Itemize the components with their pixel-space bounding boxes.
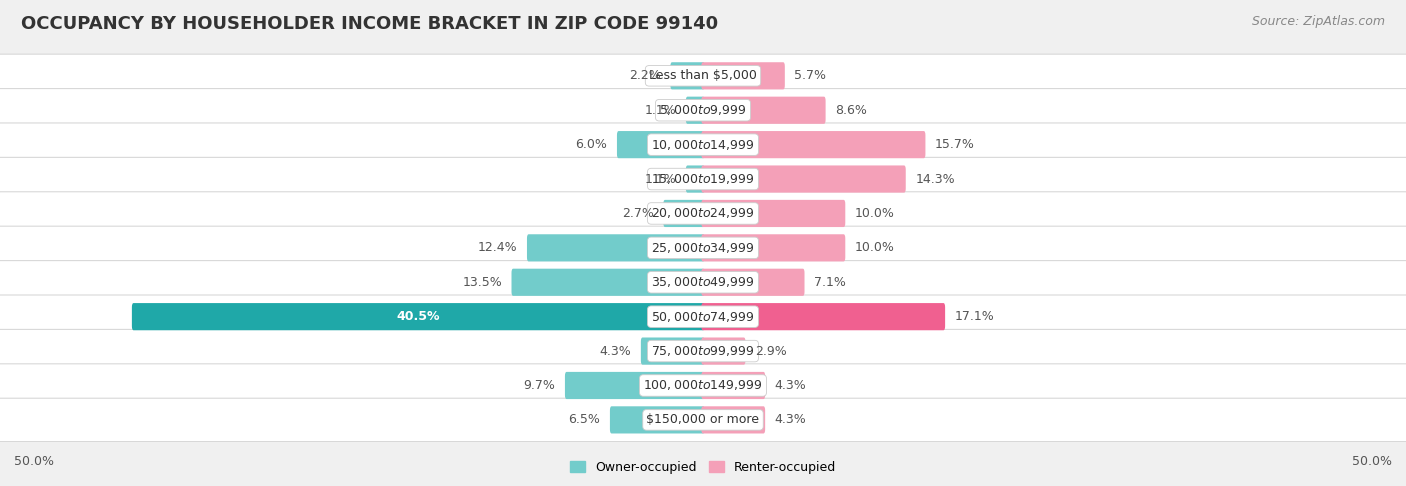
Text: 2.9%: 2.9% (755, 345, 787, 358)
FancyBboxPatch shape (702, 406, 765, 434)
FancyBboxPatch shape (686, 165, 704, 192)
FancyBboxPatch shape (702, 234, 845, 261)
FancyBboxPatch shape (0, 88, 1406, 132)
Text: 14.3%: 14.3% (915, 173, 955, 186)
Text: Source: ZipAtlas.com: Source: ZipAtlas.com (1251, 15, 1385, 28)
Text: 6.0%: 6.0% (575, 138, 607, 151)
Text: 50.0%: 50.0% (14, 455, 53, 468)
Text: 10.0%: 10.0% (855, 242, 894, 254)
Text: 2.2%: 2.2% (628, 69, 661, 82)
FancyBboxPatch shape (0, 226, 1406, 270)
FancyBboxPatch shape (0, 364, 1406, 407)
FancyBboxPatch shape (0, 54, 1406, 98)
FancyBboxPatch shape (664, 200, 704, 227)
Text: 4.3%: 4.3% (775, 414, 807, 426)
Text: 12.4%: 12.4% (478, 242, 517, 254)
Text: $150,000 or more: $150,000 or more (647, 414, 759, 426)
Text: 4.3%: 4.3% (599, 345, 631, 358)
FancyBboxPatch shape (0, 330, 1406, 373)
Text: 10.0%: 10.0% (855, 207, 894, 220)
Text: $100,000 to $149,999: $100,000 to $149,999 (644, 379, 762, 393)
FancyBboxPatch shape (0, 398, 1406, 442)
Legend: Owner-occupied, Renter-occupied: Owner-occupied, Renter-occupied (565, 456, 841, 479)
FancyBboxPatch shape (702, 269, 804, 296)
FancyBboxPatch shape (512, 269, 704, 296)
FancyBboxPatch shape (686, 97, 704, 124)
Text: 7.1%: 7.1% (814, 276, 846, 289)
FancyBboxPatch shape (702, 62, 785, 89)
Text: $50,000 to $74,999: $50,000 to $74,999 (651, 310, 755, 324)
Text: 6.5%: 6.5% (568, 414, 600, 426)
FancyBboxPatch shape (702, 165, 905, 192)
FancyBboxPatch shape (610, 406, 704, 434)
Text: 17.1%: 17.1% (955, 310, 994, 323)
FancyBboxPatch shape (702, 303, 945, 330)
Text: $5,000 to $9,999: $5,000 to $9,999 (659, 103, 747, 117)
FancyBboxPatch shape (132, 303, 704, 330)
FancyBboxPatch shape (702, 337, 745, 364)
Text: 2.7%: 2.7% (621, 207, 654, 220)
FancyBboxPatch shape (702, 97, 825, 124)
Text: 40.5%: 40.5% (396, 310, 440, 323)
FancyBboxPatch shape (0, 192, 1406, 235)
FancyBboxPatch shape (565, 372, 704, 399)
Text: 13.5%: 13.5% (463, 276, 502, 289)
FancyBboxPatch shape (641, 337, 704, 364)
Text: 9.7%: 9.7% (523, 379, 555, 392)
FancyBboxPatch shape (0, 123, 1406, 166)
Text: OCCUPANCY BY HOUSEHOLDER INCOME BRACKET IN ZIP CODE 99140: OCCUPANCY BY HOUSEHOLDER INCOME BRACKET … (21, 15, 718, 33)
Text: $15,000 to $19,999: $15,000 to $19,999 (651, 172, 755, 186)
FancyBboxPatch shape (702, 200, 845, 227)
Text: 1.1%: 1.1% (644, 173, 676, 186)
FancyBboxPatch shape (0, 295, 1406, 338)
Text: 1.1%: 1.1% (644, 104, 676, 117)
FancyBboxPatch shape (617, 131, 704, 158)
Text: $10,000 to $14,999: $10,000 to $14,999 (651, 138, 755, 152)
Text: 4.3%: 4.3% (775, 379, 807, 392)
FancyBboxPatch shape (702, 131, 925, 158)
Text: 50.0%: 50.0% (1353, 455, 1392, 468)
FancyBboxPatch shape (702, 372, 765, 399)
FancyBboxPatch shape (527, 234, 704, 261)
Text: 8.6%: 8.6% (835, 104, 868, 117)
Text: 15.7%: 15.7% (935, 138, 974, 151)
Text: $75,000 to $99,999: $75,000 to $99,999 (651, 344, 755, 358)
FancyBboxPatch shape (0, 157, 1406, 201)
FancyBboxPatch shape (0, 260, 1406, 304)
Text: $25,000 to $34,999: $25,000 to $34,999 (651, 241, 755, 255)
Text: $35,000 to $49,999: $35,000 to $49,999 (651, 275, 755, 289)
Text: $20,000 to $24,999: $20,000 to $24,999 (651, 207, 755, 221)
Text: 5.7%: 5.7% (794, 69, 827, 82)
FancyBboxPatch shape (671, 62, 704, 89)
Text: Less than $5,000: Less than $5,000 (650, 69, 756, 82)
